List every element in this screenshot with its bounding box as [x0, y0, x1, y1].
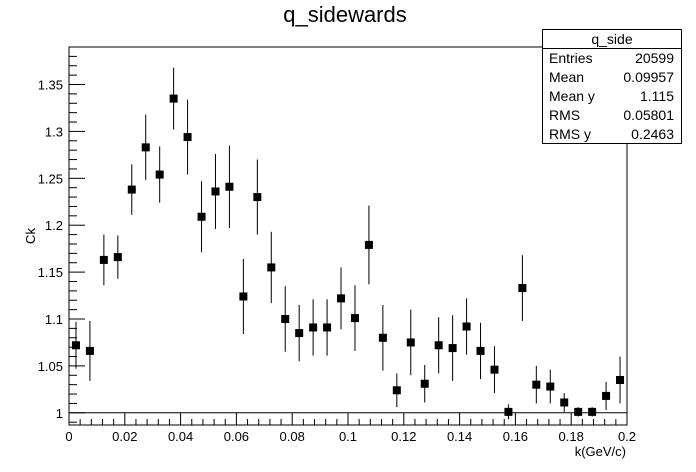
y-tick-label: 1.25 [38, 171, 63, 186]
y-tick-label: 1.1 [45, 312, 63, 327]
stats-label: RMS y [549, 126, 591, 142]
data-point [574, 407, 583, 416]
stats-row-rms-y: RMS y 0.2463 [543, 125, 681, 144]
data-point [546, 382, 555, 391]
x-tick-label: 0.02 [112, 429, 137, 444]
data-point [378, 333, 387, 342]
data-point [197, 212, 206, 221]
data-point [350, 314, 359, 323]
data-point [434, 341, 443, 350]
data-point [211, 187, 220, 196]
x-tick-label: 0.12 [391, 429, 416, 444]
data-point [490, 365, 499, 374]
data-point [183, 133, 192, 142]
stats-row-rms: RMS 0.05801 [543, 106, 681, 125]
data-point [588, 407, 597, 416]
data-point [85, 346, 94, 355]
y-axis: 1 1.05 1.1 1.15 1.2 1.25 1.3 1.35 [38, 55, 85, 423]
data-point [518, 284, 527, 293]
x-axis-label: k(GeV/c) [575, 444, 626, 459]
x-tick-label: 0.08 [280, 429, 305, 444]
y-axis-label: Ck [23, 228, 38, 244]
x-axis: 0 0.02 0.04 0.06 0.08 0.1 0.12 0.14 0.16 0.18 0.2 [65, 413, 636, 444]
data-point [532, 380, 541, 389]
data-point [71, 341, 80, 350]
y-tick-label: 1.3 [45, 124, 63, 139]
stats-title: q_side [543, 30, 681, 49]
data-point [127, 185, 136, 194]
data-point [141, 143, 150, 152]
stats-value: 1.115 [640, 88, 674, 104]
data-point [225, 182, 234, 191]
stats-box: q_side Entries 20599 Mean 0.09957 Mean y… [542, 29, 682, 144]
y-tick-label: 1.2 [45, 218, 63, 233]
stats-row-entries: Entries 20599 [543, 49, 681, 68]
x-tick-label: 0 [65, 429, 72, 444]
stats-label: Mean [549, 69, 585, 85]
x-tick-label: 0.14 [447, 429, 472, 444]
stats-label: RMS [549, 107, 581, 123]
data-point [113, 253, 122, 262]
data-point [560, 398, 569, 407]
x-tick-label: 0.16 [503, 429, 528, 444]
data-point [616, 375, 625, 384]
data-point [476, 346, 485, 355]
data-point [309, 323, 318, 332]
stats-value: 0.05801 [623, 107, 674, 123]
data-point [267, 263, 276, 272]
data-point [169, 94, 178, 103]
x-tick-label: 0.2 [618, 429, 636, 444]
stats-value: 0.2463 [631, 126, 674, 142]
y-tick-label: 1.15 [38, 265, 63, 280]
data-point [448, 344, 457, 353]
data-point [239, 292, 248, 301]
stats-label: Mean y [549, 88, 595, 104]
stats-row-mean-y: Mean y 1.115 [543, 87, 681, 106]
data-point [364, 240, 373, 249]
stats-value: 0.09957 [623, 69, 674, 85]
data-point [392, 386, 401, 395]
data-point [281, 315, 290, 324]
stats-label: Entries [549, 50, 593, 66]
data-point [406, 338, 415, 347]
x-tick-label: 0.1 [339, 429, 357, 444]
data-points [71, 67, 625, 420]
data-point [462, 322, 471, 331]
data-point [337, 294, 346, 303]
x-tick-label: 0.06 [224, 429, 249, 444]
data-point [323, 323, 332, 332]
stats-value: 20599 [635, 50, 674, 66]
y-tick-label: 1.35 [38, 78, 63, 93]
data-point [155, 170, 164, 179]
data-point [295, 329, 304, 338]
x-tick-label: 0.18 [559, 429, 584, 444]
data-point [504, 407, 513, 416]
y-tick-label: 1 [56, 406, 63, 421]
chart-title: q_sidewards [283, 2, 407, 27]
data-point [420, 379, 429, 388]
y-tick-label: 1.05 [38, 359, 63, 374]
data-point [253, 193, 262, 202]
data-point [99, 255, 108, 264]
x-tick-label: 0.04 [168, 429, 193, 444]
data-point [602, 391, 611, 400]
stats-row-mean: Mean 0.09957 [543, 68, 681, 87]
